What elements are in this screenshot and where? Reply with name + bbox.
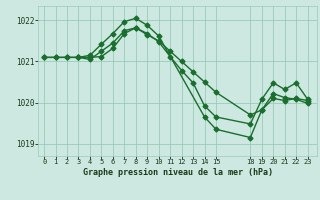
X-axis label: Graphe pression niveau de la mer (hPa): Graphe pression niveau de la mer (hPa) — [83, 168, 273, 177]
